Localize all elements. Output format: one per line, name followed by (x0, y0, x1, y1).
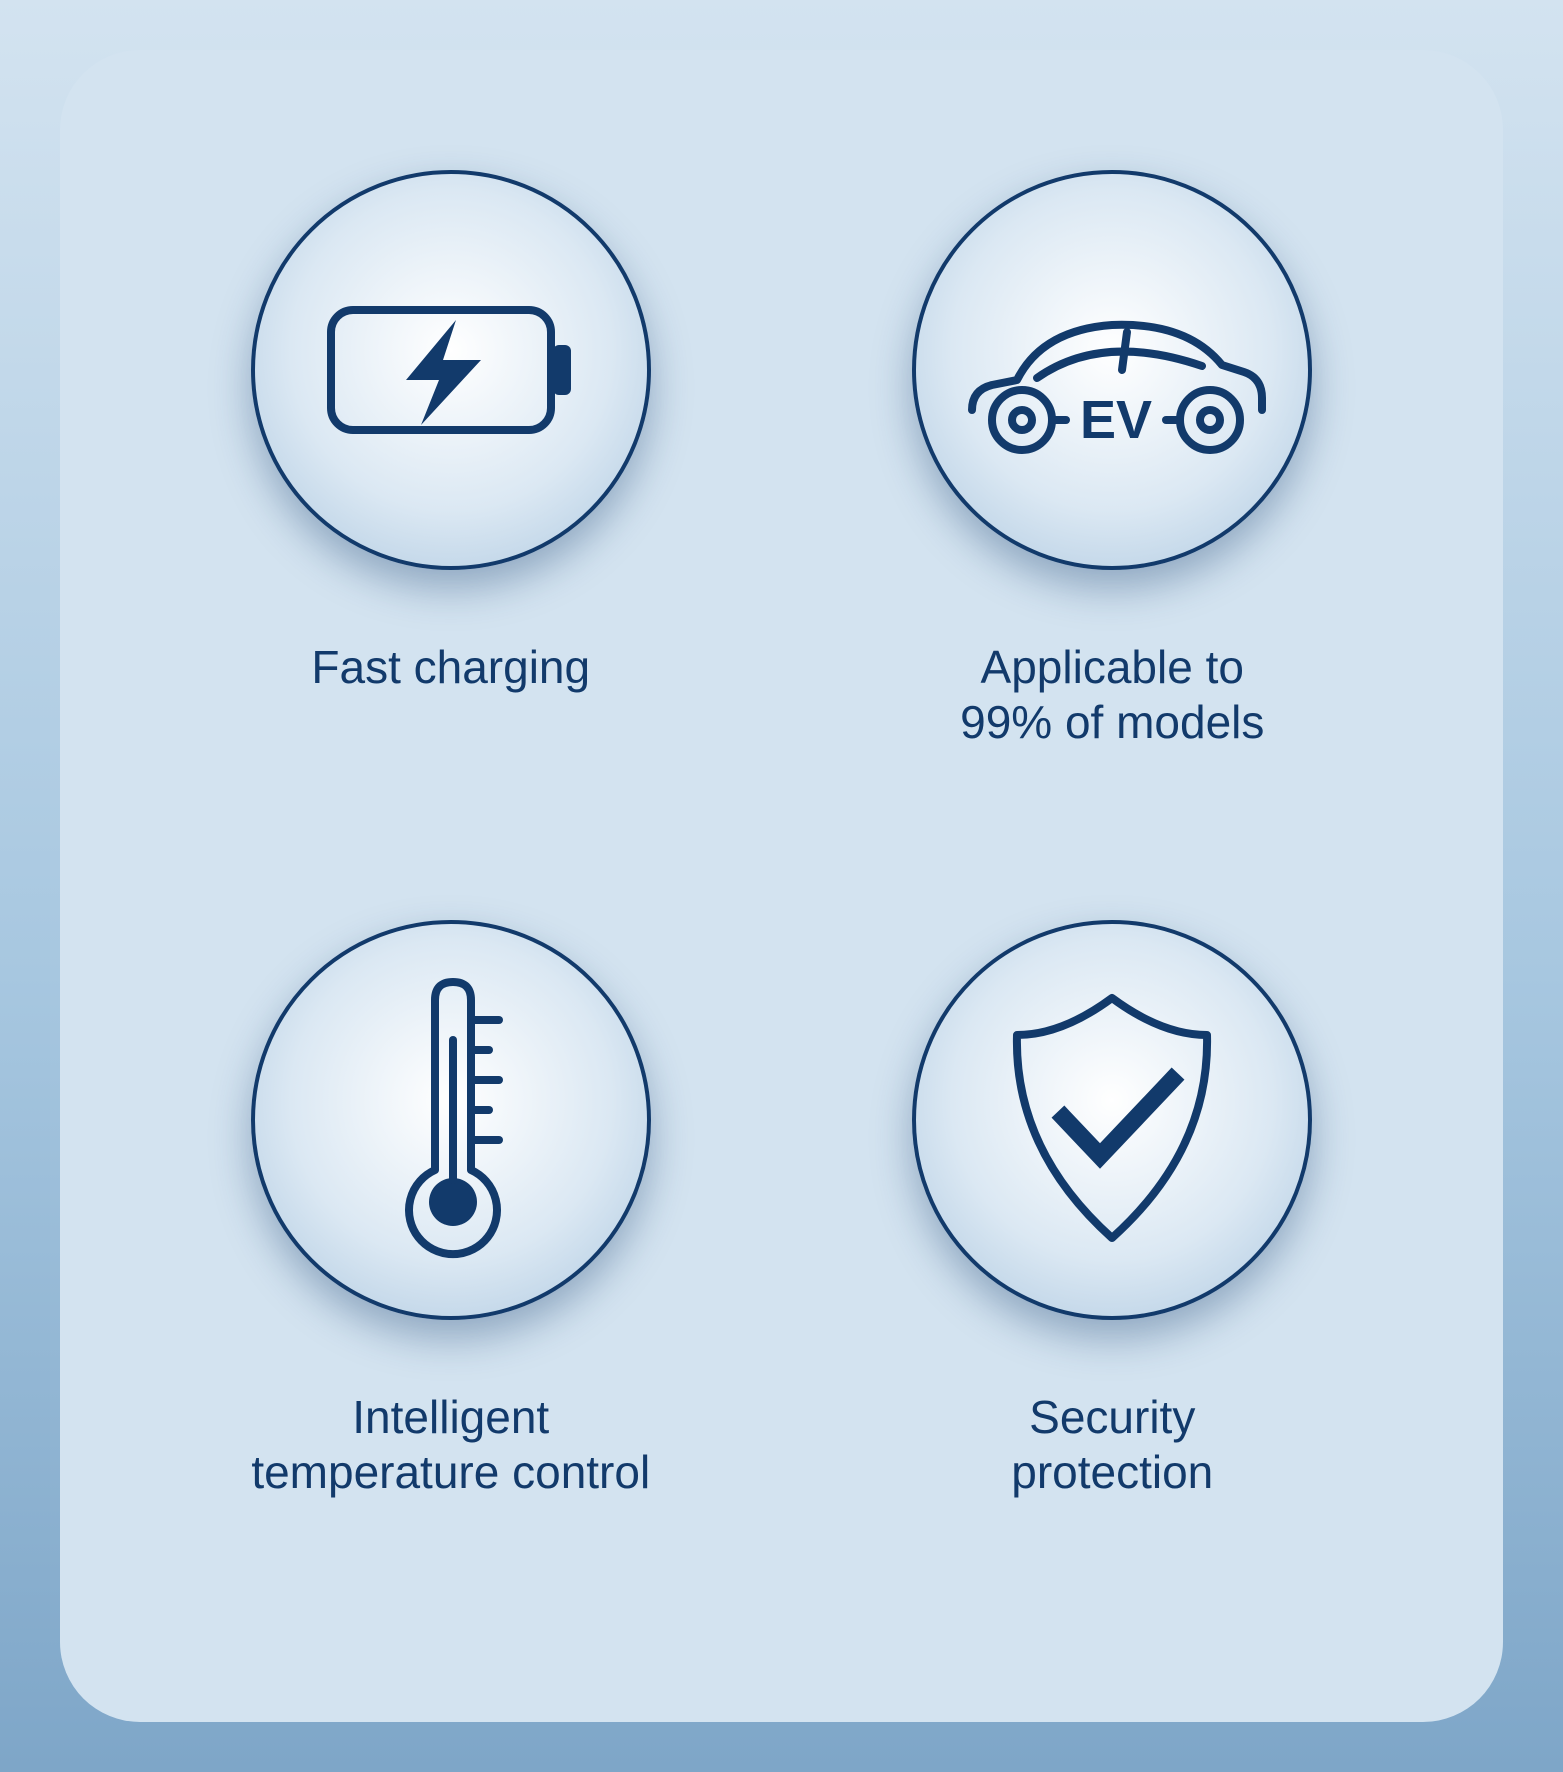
ev-icon-text: EV (1080, 390, 1152, 450)
feature-label: Applicable to 99% of models (960, 640, 1264, 750)
feature-medal (251, 170, 651, 570)
feature-security: Security protection (782, 920, 1444, 1670)
infographic-page: Fast charging EV Applicable to (0, 0, 1563, 1772)
feature-temp: Intelligent temperature control (120, 920, 782, 1670)
feature-label: Intelligent temperature control (251, 1390, 650, 1500)
battery-bolt-icon (321, 290, 581, 450)
thermometer-icon (371, 970, 531, 1270)
ev-car-icon: EV (952, 270, 1272, 470)
feature-grid: Fast charging EV Applicable to (120, 170, 1443, 1670)
feature-compat: EV Applicable to 99% of models (782, 170, 1444, 920)
feature-medal (251, 920, 651, 1320)
feature-medal (912, 920, 1312, 1320)
feature-fast-charging: Fast charging (120, 170, 782, 920)
shield-check-icon (992, 980, 1232, 1260)
feature-label: Security protection (1011, 1390, 1213, 1500)
feature-medal: EV (912, 170, 1312, 570)
feature-label: Fast charging (311, 640, 590, 695)
